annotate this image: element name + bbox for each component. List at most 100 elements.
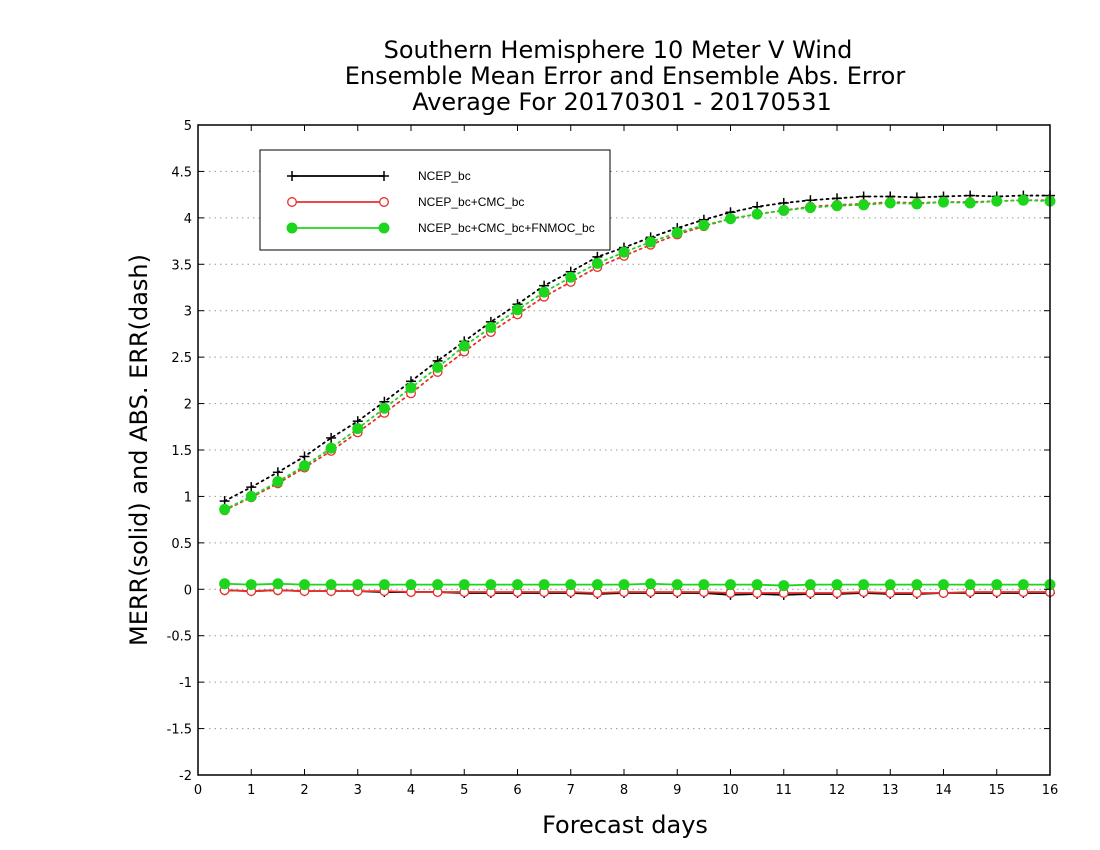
merr-line-ncep-bc-cmc-bc-fnmoc-bc xyxy=(224,582,1050,587)
merr-point xyxy=(698,579,710,591)
merr-point xyxy=(858,579,870,591)
x-tick-label: 9 xyxy=(673,783,681,798)
merr-point xyxy=(378,579,390,591)
series-ncep-bc-cmc-bc xyxy=(219,195,1055,598)
y-tick-label: 1 xyxy=(184,490,192,505)
x-tick-label: 8 xyxy=(620,783,628,798)
abs-err-point xyxy=(378,402,390,414)
abs-err-point xyxy=(512,304,523,316)
abs-err-point xyxy=(911,198,923,210)
legend-marker xyxy=(379,197,389,207)
chart-title-line-1: Southern Hemisphere 10 Meter V Wind xyxy=(384,36,853,64)
legend-item: NCEP_bc xyxy=(287,169,471,183)
series-ncep-bc xyxy=(219,190,1055,600)
y-tick-label: 4 xyxy=(184,212,192,227)
abs-err-point xyxy=(618,246,630,258)
abs-err-point xyxy=(219,503,231,515)
x-tick-label: 16 xyxy=(1042,783,1059,798)
legend-marker xyxy=(287,197,297,207)
x-tick-label: 5 xyxy=(460,783,468,798)
chart-title-line-2: Ensemble Mean Error and Ensemble Abs. Er… xyxy=(345,62,906,90)
merr-point xyxy=(591,579,603,591)
legend-box xyxy=(259,149,611,251)
y-tick-label: 1.5 xyxy=(171,444,192,459)
y-tick-label: 3 xyxy=(184,305,192,320)
abs-err-line-ncep-bc-cmc-bc-fnmoc-bc xyxy=(223,199,1051,511)
x-tick-label: 11 xyxy=(775,783,792,798)
merr-point xyxy=(325,579,337,591)
legend-marker xyxy=(287,171,297,181)
legend-label: NCEP_bc+CMC_bc+FNMOC_bc xyxy=(418,221,595,235)
merr-point xyxy=(272,578,284,590)
abs-err-point xyxy=(352,423,364,435)
abs-err-point xyxy=(272,467,283,478)
abs-err-point xyxy=(565,271,577,283)
merr-point xyxy=(219,578,231,590)
abs-err-point xyxy=(245,490,257,502)
merr-line-ncep-bc-cmc-bc xyxy=(224,589,1050,594)
gridlines xyxy=(198,170,1050,730)
merr-point xyxy=(512,579,523,591)
merr-point xyxy=(432,579,444,591)
merr-point xyxy=(778,580,790,592)
legend-marker xyxy=(378,222,390,234)
y-tick-label: -1.5 xyxy=(167,723,192,738)
abs-err-point xyxy=(1017,194,1029,206)
merr-point xyxy=(725,579,736,591)
abs-err-point xyxy=(246,482,257,493)
x-axis-label: Forecast days xyxy=(542,811,708,839)
abs-err-point xyxy=(432,361,444,373)
abs-err-point xyxy=(831,200,843,212)
abs-err-point xyxy=(751,208,763,220)
abs-err-point xyxy=(299,460,310,472)
y-tick-label: 4.5 xyxy=(171,165,192,180)
x-tick-label: 6 xyxy=(513,783,521,798)
x-tick-label: 1 xyxy=(247,783,255,798)
series-ncep-bc-cmc-bc-fnmoc-bc xyxy=(219,194,1056,592)
x-tick-label: 10 xyxy=(722,783,739,798)
x-tick-label: 2 xyxy=(300,783,308,798)
chart-title: Southern Hemisphere 10 Meter V Wind Ense… xyxy=(345,36,906,116)
merr-point xyxy=(751,579,763,591)
y-tick-label: -1 xyxy=(179,676,192,691)
abs-err-point xyxy=(405,382,417,394)
y-tick-label: 3.5 xyxy=(171,258,192,273)
abs-err-point xyxy=(458,340,470,352)
legend-label: NCEP_bc+CMC_bc xyxy=(418,195,524,209)
merr-point xyxy=(1017,579,1029,591)
merr-point xyxy=(964,579,976,591)
y-tick-label: -2 xyxy=(179,769,192,784)
y-tick-label: 0 xyxy=(184,583,192,598)
abs-err-point xyxy=(698,219,710,231)
x-tick-label: 14 xyxy=(935,783,952,798)
abs-err-point xyxy=(804,202,816,214)
y-tick-label: 0.5 xyxy=(171,537,192,552)
y-tick-label: -0.5 xyxy=(167,630,192,645)
merr-point xyxy=(804,579,816,591)
merr-point xyxy=(671,579,683,591)
legend-label: NCEP_bc xyxy=(418,169,471,183)
y-tick-label: 5 xyxy=(184,119,192,134)
legend-item: NCEP_bc+CMC_bc xyxy=(287,195,524,209)
plot-series xyxy=(219,190,1056,600)
x-tick-label: 0 xyxy=(194,783,202,798)
x-axis-ticks: 0 1 2 3 4 5 6 7 8 9 10 11 12 13 14 15 16 xyxy=(194,125,1058,798)
merr-point xyxy=(911,579,923,591)
merr-point xyxy=(485,579,497,591)
merr-point xyxy=(565,579,577,591)
abs-err-point xyxy=(938,196,949,208)
y-tick-label: 2.5 xyxy=(171,351,192,366)
merr-point xyxy=(991,579,1003,591)
legend-marker xyxy=(286,222,298,234)
x-tick-label: 3 xyxy=(354,783,362,798)
merr-point xyxy=(831,579,843,591)
abs-err-point xyxy=(591,257,603,269)
abs-err-point xyxy=(326,432,337,443)
chart-title-line-3: Average For 20170301 - 20170531 xyxy=(412,88,832,116)
merr-point xyxy=(352,579,364,591)
legend-item: NCEP_bc+CMC_bc+FNMOC_bc xyxy=(286,221,595,235)
legend: NCEP_bc NCEP_bc+CMC_bc NCEP_bc+CMC_bc+FNMO… xyxy=(259,149,611,251)
merr-point xyxy=(299,579,310,591)
merr-point xyxy=(458,579,470,591)
